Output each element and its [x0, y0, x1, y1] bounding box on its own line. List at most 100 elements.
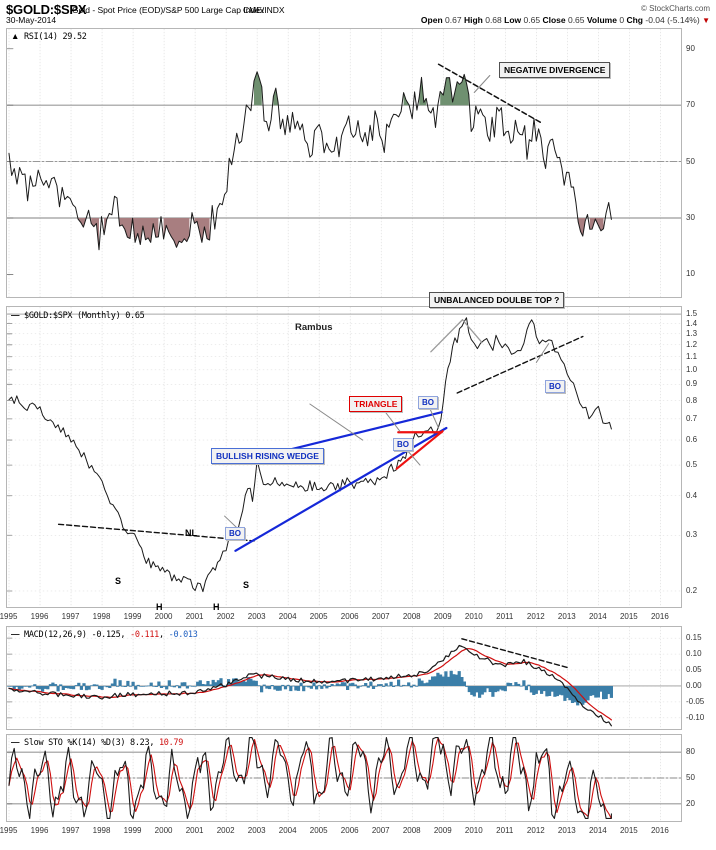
- price-legend-text: $GOLD:$SPX (Monthly) 0.65: [24, 311, 145, 321]
- y-axis-label: 0.4: [686, 490, 698, 500]
- sto-k-value: 8.23: [130, 738, 150, 748]
- y-axis-label: 0.3: [686, 530, 698, 540]
- rsi-legend: ▲ RSI(14) 29.52: [11, 31, 87, 42]
- annotation-unbalanced-double-top[interactable]: UNBALANCED DOULBE TOP ?: [429, 292, 565, 308]
- volume-label: Volume: [586, 15, 617, 25]
- x-axis-label: 2003: [247, 612, 266, 621]
- stochastic-plot-area[interactable]: [7, 735, 681, 821]
- x-axis-label: 2010: [464, 826, 483, 835]
- x-axis-label: 2012: [526, 826, 545, 835]
- y-axis-label: 50: [686, 156, 695, 166]
- macd-value: -0.125: [91, 630, 121, 640]
- stochastic-legend: — Slow STO %K(14) %D(3) 8.23, 10.79: [11, 737, 184, 748]
- annotation-breakout-triangle[interactable]: BO: [418, 396, 438, 409]
- x-axis-label: 2001: [185, 612, 204, 621]
- x-axis-label: 1997: [61, 612, 80, 621]
- chart-header: $GOLD:$SPX Gold - Spot Price (EOD)/S&P 5…: [0, 0, 716, 28]
- high-value: 0.68: [485, 15, 502, 25]
- y-axis-label: 1.5: [686, 309, 698, 319]
- stockcharts-attribution: © StockCharts.com: [640, 4, 710, 13]
- x-axis-label: 2000: [154, 826, 173, 835]
- pattern-label-right-shoulder: S: [243, 580, 250, 590]
- macd-plot-area[interactable]: [7, 627, 681, 729]
- y-axis-label: 10: [686, 269, 695, 279]
- macd-legend: — MACD(12,26,9) -0.125, -0.111, -0.013: [11, 629, 198, 640]
- pattern-label-neckline: NL: [185, 528, 197, 538]
- stochastic-panel: — Slow STO %K(14) %D(3) 8.23, 10.79: [6, 734, 682, 822]
- y-axis-label: 20: [686, 798, 695, 808]
- macd-y-axis: 0.15 0.10 0.05 0.00 -0.05 -0.10: [684, 626, 716, 730]
- quote-bar: Open 0.67 High 0.68 Low 0.65 Close 0.65 …: [421, 15, 710, 25]
- x-axis-label: 2004: [278, 826, 297, 835]
- sto-legend-name: Slow STO %K(14) %D(3): [24, 738, 126, 748]
- x-axis-label: 1998: [92, 612, 111, 621]
- y-axis-label: 50: [686, 773, 695, 782]
- macd-legend-name: MACD(12,26,9): [24, 630, 87, 640]
- annotation-bullish-rising-wedge[interactable]: BULLISH RISING WEDGE: [211, 448, 324, 464]
- quote-date: 30-May-2014: [6, 15, 57, 25]
- price-y-axis: 1.5 1.4 1.3 1.2 1.1 1.0 0.9 0.8 0.7 0.6 0.5 0.4 0.3 0…: [684, 306, 716, 608]
- annotation-breakout-wedge[interactable]: BO: [393, 438, 413, 451]
- open-value: 0.67: [445, 15, 462, 25]
- annotation-breakout-neckline[interactable]: BO: [225, 527, 245, 540]
- y-axis-label: 0.8: [686, 395, 698, 405]
- rsi-y-axis: 90 70 50 30 10: [684, 28, 716, 298]
- y-axis-label: 0.00: [686, 680, 702, 690]
- rsi-plot-area[interactable]: [7, 29, 681, 297]
- x-axis-label: 2012: [526, 612, 545, 621]
- pattern-label-head-left: H: [156, 602, 163, 612]
- chevron-down-icon[interactable]: ▼: [702, 16, 710, 25]
- x-axis-label: 2014: [588, 612, 607, 621]
- y-axis-label: 0.2: [686, 585, 698, 595]
- price-plot-area[interactable]: [7, 307, 681, 607]
- x-axis-label: 2015: [619, 612, 638, 621]
- chg-label: Chg: [626, 15, 643, 25]
- rsi-legend-marker-icon: ▲: [11, 31, 20, 41]
- exchange-label: CME/INDX: [243, 5, 285, 15]
- stochastic-series-svg: [7, 735, 681, 821]
- y-axis-label: 70: [686, 100, 695, 110]
- x-axis-label: 2014: [588, 826, 607, 835]
- chg-value: -0.04 (-5.14%): [645, 15, 700, 25]
- x-axis-label: 2005: [309, 826, 328, 835]
- symbol-description: Gold - Spot Price (EOD)/S&P 500 Large Ca…: [72, 5, 265, 15]
- macd-series-svg: [7, 627, 681, 729]
- pattern-label-left-shoulder: S: [115, 576, 122, 586]
- author-watermark: Rambus: [295, 322, 333, 333]
- x-axis-label: 1998: [92, 826, 111, 835]
- volume-value: 0: [619, 15, 625, 25]
- x-axis-label: 2007: [371, 826, 390, 835]
- macd-legend-marker-icon: —: [11, 629, 20, 639]
- y-axis-label: 80: [686, 747, 695, 757]
- y-axis-label: 0.05: [686, 665, 702, 675]
- y-axis-label: -0.10: [686, 712, 705, 722]
- price-series-svg: [7, 307, 681, 607]
- symbol-title: $GOLD:$SPX: [6, 2, 87, 17]
- close-label: Close: [542, 15, 566, 25]
- x-axis-label: 2009: [433, 612, 452, 621]
- x-axis-label: 1997: [61, 826, 80, 835]
- x-axis-label: 2010: [464, 612, 483, 621]
- y-axis-label: 0.10: [686, 649, 702, 659]
- sto-d-value: 10.79: [158, 738, 184, 748]
- price-panel: — $GOLD:$SPX (Monthly) 0.65 Rambus UNBAL…: [6, 292, 682, 612]
- low-value: 0.65: [523, 15, 541, 25]
- sto-legend-marker-icon: —: [11, 737, 20, 747]
- y-axis-label: 1.1: [686, 351, 698, 361]
- x-axis-label: 2011: [496, 826, 514, 835]
- x-axis-label: 2001: [185, 826, 204, 835]
- annotation-triangle[interactable]: TRIANGLE: [349, 396, 403, 412]
- x-axis-label: 2007: [371, 612, 390, 621]
- rsi-legend-text: RSI(14) 29.52: [23, 32, 87, 42]
- y-axis-label: 0.6: [686, 435, 698, 445]
- x-axis-label: 2008: [402, 612, 421, 621]
- annotation-negative-divergence[interactable]: NEGATIVE DIVERGENCE: [499, 62, 611, 78]
- annotation-breakout-backtest[interactable]: BO: [545, 380, 565, 393]
- x-axis-top: 1995 1996 1997 1998 1999 2000 2001 2002 2003 2004…: [0, 610, 682, 624]
- x-axis-label: 2000: [154, 612, 173, 621]
- y-axis-label: 0.5: [686, 460, 698, 470]
- y-axis-label: -0.05: [686, 696, 705, 706]
- x-axis-label: 2016: [650, 826, 669, 835]
- y-axis-label: 1.2: [686, 339, 698, 349]
